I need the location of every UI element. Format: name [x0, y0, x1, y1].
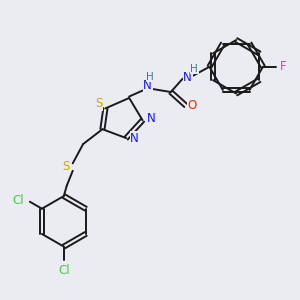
Text: N: N — [143, 79, 152, 92]
Text: N: N — [146, 112, 155, 125]
Text: S: S — [62, 160, 70, 173]
Text: Cl: Cl — [58, 263, 70, 277]
Text: F: F — [280, 60, 286, 73]
Text: O: O — [188, 99, 197, 112]
Text: H: H — [190, 64, 198, 74]
Text: N: N — [183, 71, 192, 84]
Text: H: H — [146, 72, 154, 82]
Text: Cl: Cl — [13, 194, 24, 207]
Text: N: N — [130, 132, 139, 145]
Text: S: S — [95, 98, 103, 110]
